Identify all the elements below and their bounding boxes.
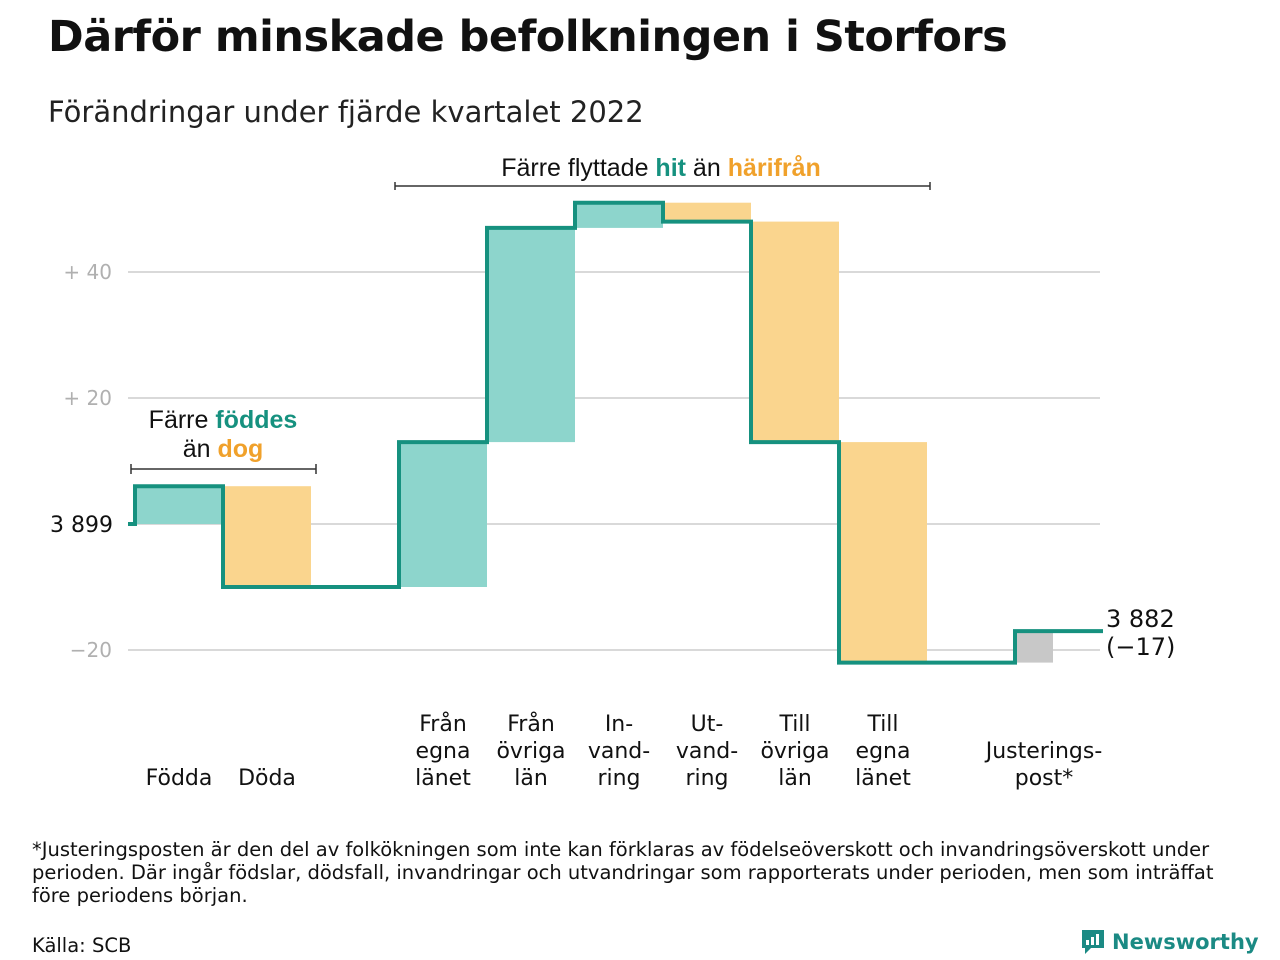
footnote: *Justeringsposten är den del av folkökni… bbox=[32, 838, 1214, 907]
brand: Newsworthy bbox=[1080, 928, 1259, 956]
bar-0 bbox=[135, 486, 223, 524]
bar-6 bbox=[751, 221, 839, 443]
end-value-label: 3 882 bbox=[1106, 605, 1175, 633]
category-label: övriga bbox=[760, 739, 829, 764]
bar-3 bbox=[487, 227, 575, 443]
moves-annotation-part: Färre flyttade bbox=[501, 154, 648, 182]
bar-7 bbox=[839, 442, 927, 663]
moves-annotation-part: än bbox=[686, 154, 721, 182]
chart-title: Därför minskade befolkningen i Storfors bbox=[48, 12, 1008, 62]
bar-8 bbox=[1015, 631, 1053, 663]
moves-annotation-part: hit bbox=[648, 154, 686, 182]
category-label: Till bbox=[778, 712, 810, 737]
category-label: län bbox=[778, 766, 812, 791]
births-annotation-line1-part: föddes bbox=[208, 406, 297, 434]
category-label: ring bbox=[597, 766, 640, 791]
y-tick-label: −20 bbox=[70, 638, 112, 662]
category-label: In- bbox=[605, 712, 633, 737]
newsworthy-logo-icon bbox=[1082, 930, 1104, 954]
category-label: Justerings- bbox=[984, 739, 1103, 764]
category-label: egna bbox=[416, 739, 471, 764]
category-label: Till bbox=[866, 712, 898, 737]
line-layer bbox=[128, 200, 1103, 665]
births-annotation-line1: Färre föddes bbox=[149, 406, 298, 434]
end-change-label: (−17) bbox=[1106, 633, 1175, 661]
brand-name: Newsworthy bbox=[1112, 930, 1259, 954]
y-tick-label: + 40 bbox=[63, 260, 112, 284]
bar-4 bbox=[575, 202, 663, 228]
category-label: län bbox=[514, 766, 548, 791]
y-tick-label: + 20 bbox=[63, 386, 112, 410]
births-annotation-line2-part: dog bbox=[211, 435, 264, 463]
bar-1 bbox=[223, 486, 311, 587]
births-annotation-line2: än dog bbox=[183, 435, 264, 463]
births-annotation-line2-part: än bbox=[183, 435, 211, 463]
category-label: ring bbox=[685, 766, 728, 791]
moves-annotation-part: härifrån bbox=[721, 154, 821, 182]
category-label: Från bbox=[419, 711, 467, 737]
chart-subtitle: Förändringar under fjärde kvartalet 2022 bbox=[48, 95, 644, 129]
category-label: post* bbox=[1015, 766, 1074, 791]
cumulative-line bbox=[128, 200, 1103, 665]
bar-2 bbox=[399, 442, 487, 587]
bars-layer bbox=[135, 202, 1053, 663]
category-label: länet bbox=[855, 766, 911, 791]
category-label: egna bbox=[856, 739, 911, 764]
bar-5 bbox=[663, 202, 751, 222]
category-label: övriga bbox=[496, 739, 565, 764]
category-label: Döda bbox=[238, 766, 296, 791]
category-label: vand- bbox=[676, 739, 738, 764]
category-label: vand- bbox=[588, 739, 650, 764]
category-label: Från bbox=[507, 711, 555, 737]
births-annotation-line1-part: Färre bbox=[149, 406, 209, 434]
source-label: Källa: SCB bbox=[32, 934, 132, 957]
category-label: Ut- bbox=[691, 712, 724, 737]
start-value-label: 3 899 bbox=[50, 513, 113, 538]
grid-layer: + 40 + 20 −20 bbox=[63, 260, 1100, 662]
category-label: länet bbox=[415, 766, 471, 791]
category-label: Födda bbox=[146, 766, 213, 791]
moves-annotation: Färre flyttade hit än härifrån bbox=[501, 154, 821, 182]
